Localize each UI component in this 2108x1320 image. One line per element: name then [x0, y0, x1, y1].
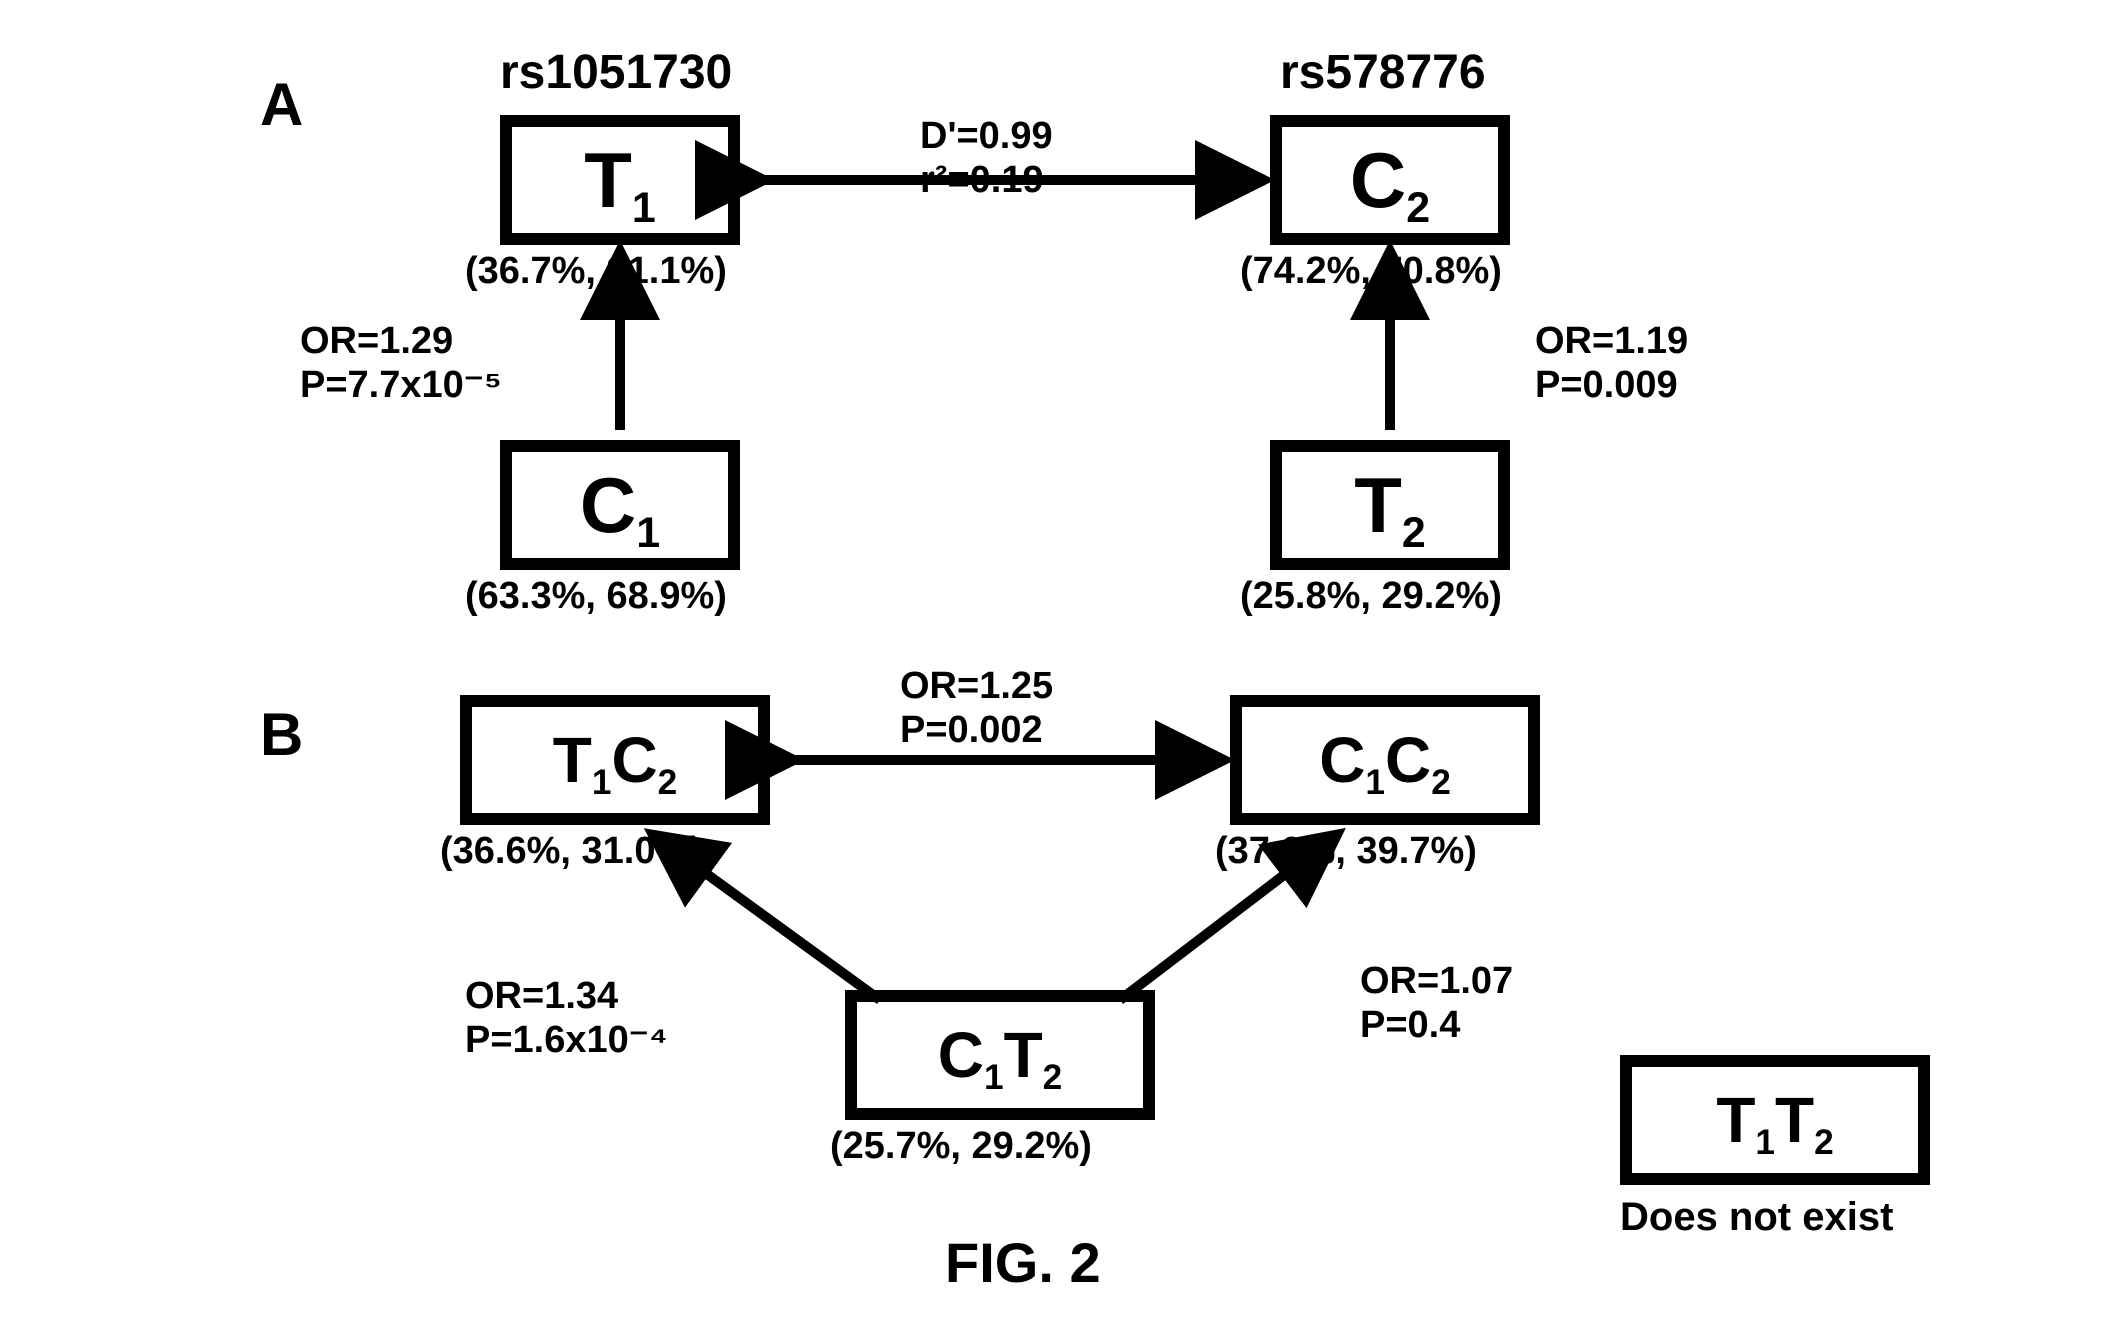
box-T2: T2 — [1270, 440, 1510, 570]
box-C1: C1 — [500, 440, 740, 570]
T2-letter: T — [1354, 461, 1402, 549]
C1C2-freq: (37.6%, 39.7%) — [1215, 830, 1477, 873]
T1-sub: 1 — [632, 184, 656, 232]
C1T2-freq: (25.7%, 29.2%) — [830, 1125, 1092, 1168]
C1-letter: C — [580, 461, 636, 549]
panel-a-label: A — [260, 70, 303, 139]
C2-freq: (74.2%, 70.8%) — [1240, 250, 1502, 293]
leftB-stat: OR=1.34 P=1.6x10⁻⁴ — [465, 975, 668, 1062]
box-C2: C2 — [1270, 115, 1510, 245]
figure-label: FIG. 2 — [945, 1230, 1101, 1295]
ld-stat: D'=0.99 r²=0.19 — [920, 115, 1053, 202]
T1T2-note: Does not exist — [1620, 1195, 1893, 1240]
T2-sub: 2 — [1402, 509, 1426, 557]
box-T1T2: T1T2 — [1620, 1055, 1930, 1185]
panel-b-label: B — [260, 700, 303, 769]
snp-header-left: rs1051730 — [500, 45, 732, 100]
C2-sub: 2 — [1406, 184, 1430, 232]
box-C1T2: C1T2 — [845, 990, 1155, 1120]
rightB-stat: OR=1.07 P=0.4 — [1360, 960, 1513, 1047]
box-C1C2: C1C2 — [1230, 695, 1540, 825]
figure-canvas: A rs1051730 rs578776 T1 (36.7%, 31.1%) C… — [0, 0, 2108, 1320]
T1-freq: (36.7%, 31.1%) — [465, 250, 727, 293]
snp-header-right: rs578776 — [1280, 45, 1486, 100]
leftA-stat: OR=1.29 P=7.7x10⁻⁵ — [300, 320, 502, 407]
box-T1C2: T1C2 — [460, 695, 770, 825]
T1-letter: T — [584, 136, 632, 224]
rightA-stat: OR=1.19 P=0.009 — [1535, 320, 1688, 407]
C1-freq: (63.3%, 68.9%) — [465, 575, 727, 618]
C2-letter: C — [1350, 136, 1406, 224]
C1-sub: 1 — [636, 509, 660, 557]
box-T1: T1 — [500, 115, 740, 245]
T2-freq: (25.8%, 29.2%) — [1240, 575, 1502, 618]
T1C2-freq: (36.6%, 31.0%) — [440, 830, 702, 873]
topB-stat: OR=1.25 P=0.002 — [900, 665, 1053, 752]
